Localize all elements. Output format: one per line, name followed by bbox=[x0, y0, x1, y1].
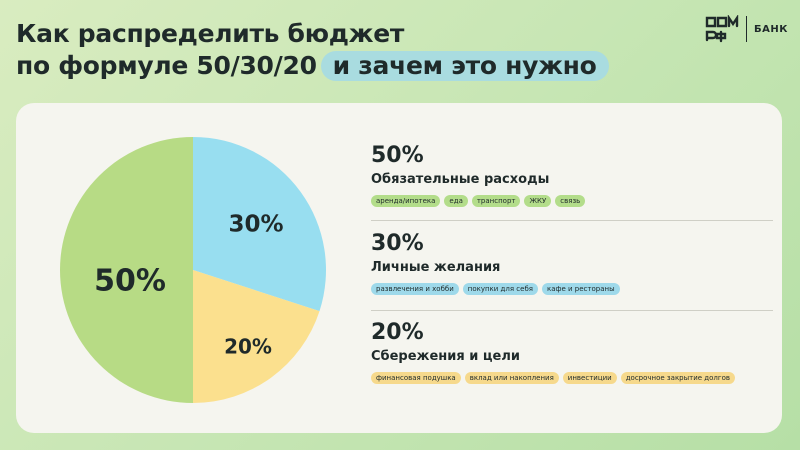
page-title: Как распределить бюджет по формуле 50/30… bbox=[16, 18, 609, 82]
title-line-1: Как распределить бюджет bbox=[16, 19, 405, 48]
pie-slice-savings bbox=[193, 270, 320, 403]
section-tags: аренда/ипотека еда транспорт ЖКУ связь bbox=[371, 195, 773, 207]
pie-slice-essentials bbox=[60, 137, 193, 403]
pie-label-essentials: 50% bbox=[94, 264, 166, 299]
title-highlight: и зачем это нужно bbox=[320, 51, 609, 81]
section-tags: развлечения и хобби покупки для себя каф… bbox=[371, 283, 773, 295]
tag: досрочное закрытие долгов bbox=[620, 372, 735, 384]
section-essentials: 50% Обязательные расходы аренда/ипотека … bbox=[371, 143, 773, 207]
bank-logo: БАНК bbox=[705, 15, 788, 43]
logo-text: БАНК bbox=[754, 23, 788, 35]
pie-slice-wants bbox=[193, 137, 326, 312]
section-name: Обязательные расходы bbox=[371, 172, 550, 187]
dom-rf-logo-icon bbox=[705, 15, 739, 43]
pie-label-wants: 30% bbox=[228, 212, 283, 238]
budget-pie-chart: 50% 30% 20% bbox=[60, 137, 326, 403]
section-tags: финансовая подушка вклад или накопления … bbox=[371, 372, 773, 384]
section-name: Личные желания bbox=[371, 260, 501, 275]
title-line-2: по формуле 50/30/20 и зачем это нужно bbox=[16, 50, 609, 82]
section-name: Сбережения и цели bbox=[371, 349, 520, 364]
tag: еда bbox=[444, 195, 468, 207]
section-wants: 30% Личные желания развлечения и хобби п… bbox=[371, 231, 773, 295]
tag: инвестиции bbox=[562, 372, 617, 384]
tag: развлечения и хобби bbox=[371, 283, 459, 295]
tag: вклад или накопления bbox=[464, 372, 559, 384]
tag: транспорт bbox=[471, 195, 521, 207]
divider bbox=[371, 310, 773, 311]
pie-label-savings: 20% bbox=[224, 335, 272, 359]
title-line-2-text: по формуле 50/30/20 bbox=[16, 51, 317, 80]
section-percent: 30% bbox=[371, 231, 424, 256]
section-savings: 20% Сбережения и цели финансовая подушка… bbox=[371, 320, 773, 384]
divider bbox=[371, 220, 773, 221]
tag: кафе и рестораны bbox=[542, 283, 620, 295]
tag: аренда/ипотека bbox=[371, 195, 441, 207]
tag: связь bbox=[555, 195, 586, 207]
logo-separator bbox=[746, 16, 747, 42]
tag: ЖКУ bbox=[524, 195, 552, 207]
tag: покупки для себя bbox=[462, 283, 538, 295]
section-percent: 20% bbox=[371, 320, 424, 345]
tag: финансовая подушка bbox=[371, 372, 461, 384]
section-percent: 50% bbox=[371, 143, 424, 168]
